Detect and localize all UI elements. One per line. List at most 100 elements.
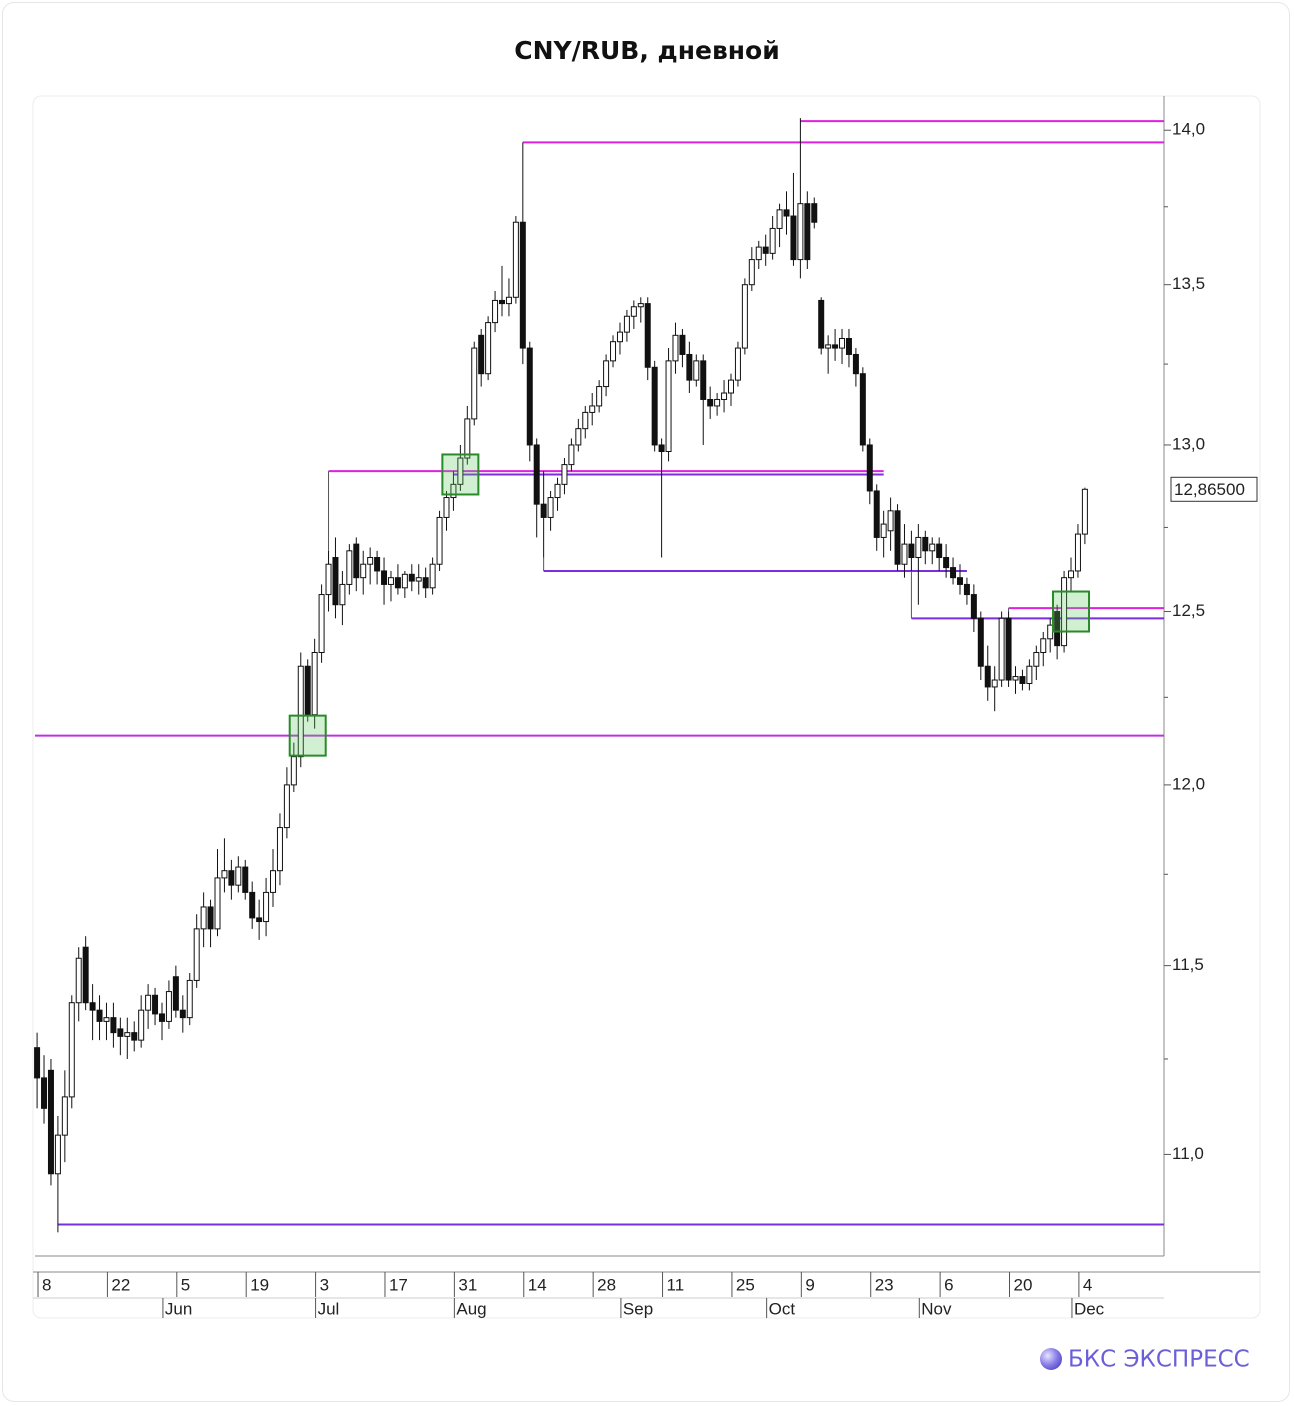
candle-body <box>318 594 325 653</box>
candle-body <box>339 583 346 606</box>
x-tick-label: 11 <box>667 1275 685 1294</box>
x-tick-label: 17 <box>389 1275 408 1294</box>
candle-body <box>242 866 249 893</box>
x-tick-label: 9 <box>805 1275 814 1294</box>
candle-body <box>505 296 512 305</box>
candle-body <box>325 563 332 596</box>
candle-body <box>908 543 915 559</box>
x-tick-label: 28 <box>597 1275 616 1294</box>
candle-body <box>610 341 617 362</box>
candle-body <box>103 1017 110 1022</box>
y-tick-label: 12,0 <box>1172 774 1205 793</box>
candle-body <box>984 665 991 688</box>
candle-body <box>526 347 533 446</box>
candle-body <box>589 405 596 413</box>
candle-body <box>228 870 235 886</box>
candle-body <box>214 877 221 930</box>
candle-body <box>165 991 172 1022</box>
candle-body <box>422 577 429 589</box>
candle-body <box>665 360 672 453</box>
candle-body <box>1019 676 1026 684</box>
month-label: Jun <box>165 1299 192 1318</box>
candle-body <box>96 1009 103 1022</box>
candle-body <box>790 215 797 261</box>
candle-body <box>963 583 970 596</box>
candle-body <box>249 891 256 919</box>
candle-body <box>353 543 360 579</box>
candle-body <box>471 347 478 420</box>
candle-body <box>748 259 755 286</box>
candle-body <box>762 246 769 254</box>
candle-body <box>839 338 846 349</box>
candle-body <box>34 1047 41 1079</box>
highlight-box <box>288 714 327 757</box>
y-tick-label: 13,5 <box>1172 274 1205 293</box>
candle-body <box>1074 533 1081 572</box>
candle-body <box>956 577 963 585</box>
candle-body <box>943 557 950 569</box>
candle-body <box>637 303 644 308</box>
x-tick-label: 22 <box>111 1275 130 1294</box>
plot: 11,0 11,5 12,0 12,5 13,0 13,5 14,0 8 22 5 19 3 17 31 1… <box>33 96 1260 1318</box>
candle-body <box>1005 617 1012 681</box>
candle-body <box>991 679 998 688</box>
candle-body <box>547 497 554 518</box>
candle-body <box>658 444 665 453</box>
candle-body <box>179 1009 186 1019</box>
candle-body <box>1054 611 1061 647</box>
highlight-box <box>441 453 480 496</box>
candle-body <box>457 457 464 485</box>
candle-body <box>131 1032 138 1041</box>
candle-body <box>47 1069 54 1175</box>
x-tick-label: 20 <box>1014 1275 1033 1294</box>
candle-body <box>950 567 957 579</box>
candle-body <box>1033 651 1040 667</box>
candle-body <box>332 557 339 606</box>
x-tick-label: 5 <box>181 1275 190 1294</box>
y-tick-label: 12,5 <box>1172 601 1205 620</box>
candle-body <box>381 570 388 585</box>
candle-body <box>915 536 922 559</box>
y-tick-label: 14,0 <box>1172 120 1205 139</box>
candle-body <box>311 651 318 716</box>
candle-body <box>818 299 825 349</box>
candle-body <box>138 1009 145 1041</box>
candle-body <box>672 334 679 362</box>
y-tick-label: 11,0 <box>1172 1144 1204 1163</box>
candle-body <box>825 344 832 349</box>
candle-body <box>977 617 984 667</box>
candle-body <box>145 994 152 1011</box>
candle-body <box>880 523 887 538</box>
candle-body <box>436 516 443 565</box>
x-tick-label: 31 <box>458 1275 477 1294</box>
candle-body <box>450 483 457 499</box>
candle-body <box>394 577 401 589</box>
candle-body <box>811 203 818 223</box>
candle-body <box>297 665 304 758</box>
candle-body <box>721 392 728 400</box>
x-tick-label: 25 <box>736 1275 755 1294</box>
last-price-box <box>1170 476 1258 502</box>
candle-body <box>61 1096 68 1136</box>
candle-body <box>596 386 603 407</box>
candle-body <box>1040 638 1047 653</box>
candle-body <box>415 577 422 582</box>
candle-body <box>374 557 381 572</box>
candle-body <box>256 917 263 923</box>
candle-body <box>75 957 82 1004</box>
candle-body <box>158 1013 165 1022</box>
candle-body <box>575 428 582 446</box>
candle-body <box>478 334 485 375</box>
candle-body <box>443 497 450 518</box>
candle-body <box>616 331 623 343</box>
candle-body <box>693 360 700 381</box>
month-label: Dec <box>1074 1299 1105 1318</box>
y-tick-label: 13,0 <box>1172 434 1205 453</box>
month-label: Aug <box>456 1299 486 1318</box>
candle-body <box>769 227 776 254</box>
candle-body <box>929 543 936 552</box>
candle-body <box>603 360 610 388</box>
candle-body <box>727 379 734 394</box>
